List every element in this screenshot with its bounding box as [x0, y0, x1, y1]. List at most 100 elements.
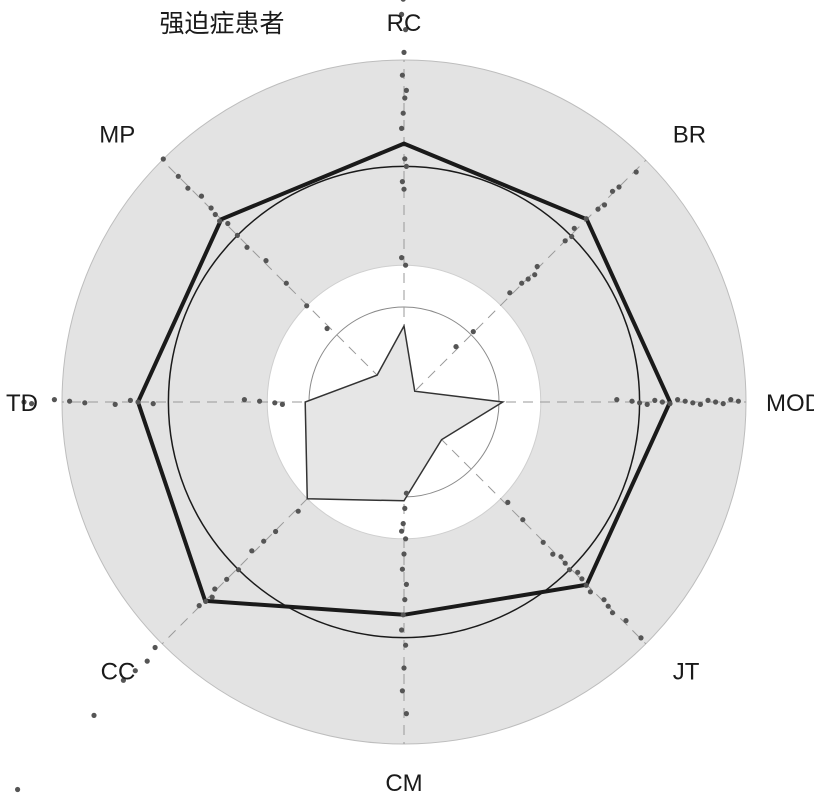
data-point-br	[633, 169, 639, 175]
data-point-td	[29, 401, 35, 407]
data-point-cm	[403, 581, 409, 588]
data-point-td	[127, 397, 133, 403]
data-point-rc	[399, 125, 405, 131]
data-point-td	[135, 399, 141, 405]
data-point-cc	[209, 594, 215, 600]
data-point-rc	[403, 87, 409, 93]
data-point-mp	[283, 280, 289, 286]
data-point-br	[525, 276, 531, 282]
data-point-cm	[402, 505, 408, 511]
data-point-rc	[400, 110, 406, 116]
data-point-br	[609, 188, 616, 194]
data-point-mod	[735, 398, 742, 404]
data-point-mod	[697, 401, 704, 407]
labels-layer: RC BR MOD JT CM CC TD MP	[6, 10, 814, 797]
data-point-br	[562, 238, 568, 244]
data-point-mod	[705, 397, 711, 403]
data-point-cm	[399, 566, 405, 572]
data-point-td	[150, 401, 156, 407]
spoke-jt	[403, 401, 647, 645]
data-point-br	[532, 272, 538, 278]
data-point-td	[82, 400, 88, 406]
data-point-mp	[208, 205, 214, 211]
data-point-cc	[235, 567, 242, 573]
data-point-mp	[263, 258, 269, 264]
data-point-br	[519, 280, 525, 286]
axis-label-cm: CM	[385, 770, 422, 797]
data-point-rc	[403, 262, 409, 268]
data-point-mod	[720, 401, 726, 407]
data-point-jt	[623, 618, 629, 624]
data-point-mp	[198, 193, 205, 199]
data-point-cm	[403, 536, 409, 542]
data-point-mp	[234, 232, 240, 238]
data-point-br	[583, 216, 589, 222]
data-point-jt	[609, 610, 616, 616]
data-point-jt	[550, 551, 556, 557]
data-point-br	[571, 225, 577, 231]
data-point-cc	[15, 786, 21, 793]
data-point-td	[272, 400, 278, 406]
data-point-cm	[399, 627, 405, 633]
data-point-jt	[505, 499, 511, 505]
data-point-br	[616, 184, 622, 190]
axis-label-jt: JT	[673, 659, 700, 686]
data-point-jt	[579, 576, 585, 582]
data-point-cm	[401, 551, 407, 557]
data-point-td	[241, 397, 247, 403]
data-point-rc	[401, 186, 407, 192]
data-point-br	[470, 329, 476, 335]
data-point-rc	[399, 255, 405, 261]
data-point-cm	[399, 688, 405, 694]
data-point-mod	[682, 398, 688, 404]
data-point-br	[534, 263, 540, 270]
data-point-mp	[160, 156, 166, 162]
data-point-cc	[196, 603, 202, 609]
data-point-mod	[652, 397, 658, 403]
axis-label-td: TD	[6, 390, 38, 417]
data-point-br	[453, 344, 459, 350]
data-point-mod	[659, 399, 666, 405]
data-point-mod	[614, 397, 620, 403]
series-inner-polygon	[304, 323, 506, 502]
points-layer	[15, 0, 742, 793]
data-point-mod	[675, 397, 681, 403]
spoke-br	[403, 159, 647, 403]
data-point-cm	[399, 528, 405, 534]
data-point-mp	[324, 325, 330, 332]
data-point-rc	[403, 27, 409, 33]
data-point-td	[279, 401, 285, 407]
data-point-cm	[401, 665, 407, 671]
data-point-td	[67, 398, 73, 404]
data-point-rc	[400, 0, 406, 2]
data-point-cm	[403, 642, 409, 648]
data-point-cm	[400, 521, 406, 527]
data-point-cc	[249, 548, 255, 554]
data-point-cc	[144, 658, 150, 664]
data-point-cc	[152, 644, 158, 651]
data-point-jt	[566, 567, 573, 573]
axis-label-mp: MP	[99, 121, 135, 148]
data-point-rc	[399, 72, 405, 78]
data-point-cc	[224, 576, 230, 582]
data-point-mod	[637, 400, 643, 406]
data-point-cc	[212, 586, 218, 592]
data-point-cc	[261, 538, 267, 544]
data-point-rc	[399, 179, 405, 185]
data-point-mp	[185, 185, 191, 191]
data-point-jt	[575, 569, 581, 575]
data-point-jt	[558, 554, 564, 560]
data-point-cm	[403, 490, 409, 496]
data-point-cm	[403, 711, 409, 717]
data-point-mod	[644, 401, 650, 407]
data-point-mod	[629, 398, 635, 404]
data-point-cc	[120, 677, 126, 683]
data-point-cc	[273, 528, 279, 535]
data-point-td	[112, 401, 118, 407]
data-point-jt	[562, 560, 568, 566]
data-point-td	[257, 398, 263, 404]
data-point-cc	[132, 668, 138, 674]
data-point-jt	[605, 603, 611, 609]
data-point-jt	[601, 597, 607, 603]
